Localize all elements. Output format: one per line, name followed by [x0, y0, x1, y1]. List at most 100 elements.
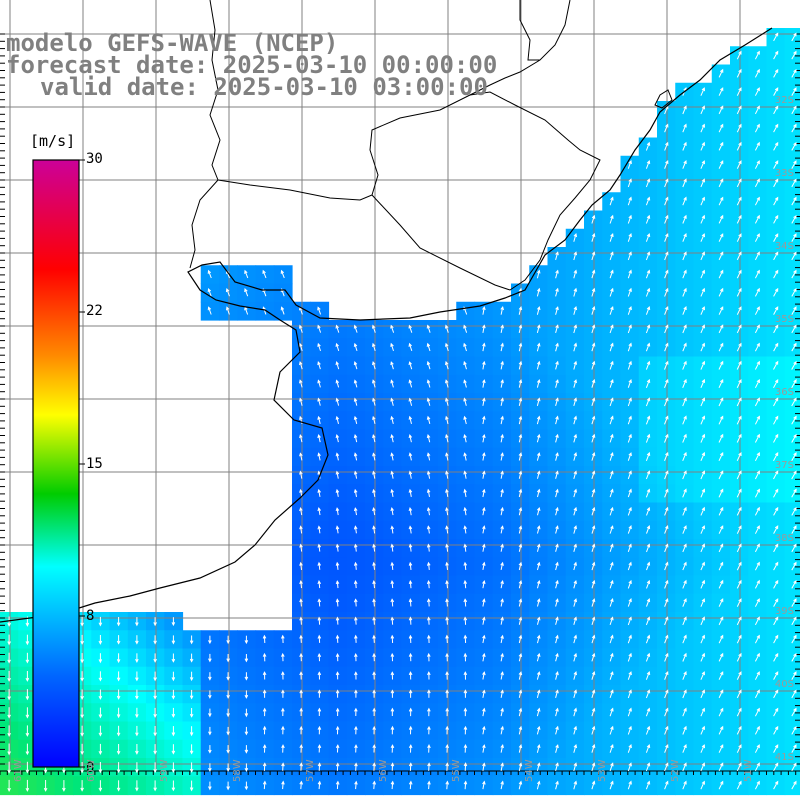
wind-arrow [500, 543, 504, 552]
wind-arrow [664, 360, 669, 370]
wind-arrow [591, 287, 596, 297]
wind-arrow [426, 360, 431, 370]
wind-arrow [664, 269, 669, 279]
wind-arrow [646, 506, 651, 516]
wind-arrow [591, 378, 596, 388]
wind-arrow [664, 178, 669, 188]
wind-arrow [573, 543, 577, 552]
lat-label: 37S [774, 460, 794, 471]
wind-arrow [555, 269, 559, 279]
wind-arrow [627, 397, 632, 407]
wind-speed-cell [784, 502, 800, 522]
wind-arrow [609, 378, 614, 388]
wind-arrow [445, 324, 449, 333]
wind-arrow [426, 342, 431, 352]
wind-arrow [317, 579, 322, 589]
wind-arrow [426, 324, 431, 333]
wind-arrow [773, 251, 779, 261]
wind-arrow [682, 561, 687, 571]
wind-arrow [791, 452, 797, 461]
wind-arrow [390, 525, 395, 534]
wind-arrow [754, 178, 760, 188]
wind-arrow [518, 324, 523, 334]
wind-arrow [353, 324, 358, 333]
wind-arrow [791, 87, 797, 96]
wind-arrow [664, 232, 669, 242]
wind-arrow [718, 561, 724, 571]
wind-arrow [718, 360, 724, 370]
wind-arrow [700, 397, 705, 407]
wind-arrow [791, 50, 797, 60]
wind-arrow [555, 360, 559, 370]
wind-arrow [408, 415, 413, 425]
wind-arrow [736, 68, 742, 78]
wind-arrow [555, 379, 559, 388]
wind-arrow [390, 452, 394, 461]
wind-speed-cell [784, 721, 800, 741]
wind-arrow [773, 87, 779, 96]
wind-arrow [555, 470, 559, 479]
wind-arrow [791, 488, 797, 498]
wind-arrow [646, 543, 651, 553]
wind-arrow [627, 342, 632, 352]
wind-arrow [736, 470, 742, 480]
wind-arrow [609, 470, 614, 480]
wind-arrow [445, 397, 449, 406]
wind-arrow [754, 287, 760, 297]
wind-arrow [791, 123, 797, 133]
wind-arrow [518, 342, 523, 352]
wind-arrow [627, 470, 632, 480]
wind-arrow [664, 415, 669, 425]
wind-arrow [372, 361, 376, 370]
wind-arrow [482, 306, 486, 315]
wind-arrow [317, 488, 321, 497]
wind-arrow [299, 342, 303, 352]
wind-arrow [207, 287, 212, 297]
wind-arrow [773, 233, 779, 242]
wind-arrow [390, 379, 394, 388]
wind-arrow [555, 324, 559, 334]
wind-arrow [536, 433, 541, 443]
wind-arrow [700, 160, 705, 169]
wind-arrow [754, 397, 760, 407]
wind-arrow [372, 415, 376, 425]
wind-arrow [736, 160, 742, 169]
wind-arrow [372, 452, 376, 461]
wind-arrow [536, 543, 541, 552]
wind-arrow [573, 251, 578, 261]
wind-arrow [482, 525, 486, 534]
wind-arrow [700, 87, 705, 96]
wind-arrow [718, 196, 724, 206]
wind-arrow [700, 433, 705, 443]
wind-arrow [645, 159, 651, 169]
wind-arrow [609, 561, 614, 571]
wind-arrow [664, 470, 669, 480]
wind-arrow [791, 397, 797, 407]
wind-speed-cell [784, 776, 800, 796]
wind-arrow [773, 397, 779, 407]
wind-arrow [518, 452, 523, 461]
wind-arrow [609, 214, 614, 224]
wind-arrow [426, 415, 431, 425]
wind-arrow [335, 361, 340, 370]
colorbar-gradient [32, 159, 80, 768]
wind-arrow [445, 543, 449, 552]
wind-arrow [682, 470, 687, 480]
wind-arrow [718, 488, 724, 498]
wind-arrow [408, 488, 413, 497]
wind-arrow [609, 506, 614, 516]
wind-arrow [591, 214, 596, 224]
wind-arrow [627, 378, 632, 388]
wind-arrow [718, 251, 724, 261]
wind-arrow [664, 305, 669, 315]
wind-arrow [317, 342, 321, 352]
wind-arrow [408, 342, 413, 352]
wind-arrow [353, 361, 358, 370]
wind-arrow [353, 488, 358, 497]
wind-arrow [700, 105, 705, 115]
wind-arrow [773, 415, 779, 425]
wind-arrow [627, 506, 632, 516]
lat-label: 35S [774, 314, 794, 325]
wind-arrow [536, 360, 541, 370]
wind-arrow [718, 269, 724, 279]
